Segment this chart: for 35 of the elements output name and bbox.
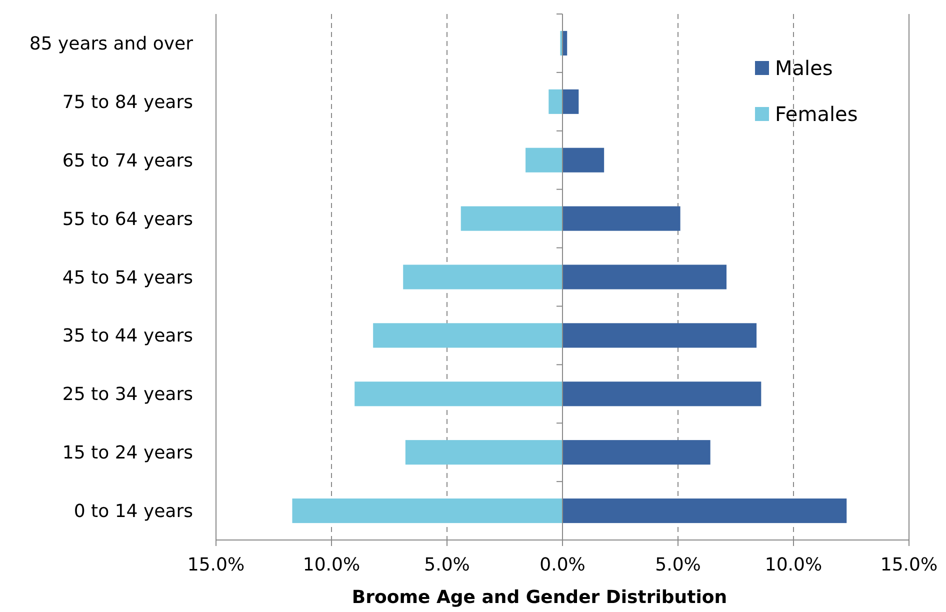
x-tick-label: 15.0% [187, 554, 245, 576]
bar [548, 89, 562, 114]
legend-label: Males [775, 56, 833, 80]
x-tick-label: 5.0% [655, 554, 701, 576]
y-tick-label: 15 to 24 years [62, 442, 193, 464]
bar [562, 323, 757, 348]
bar [373, 323, 562, 348]
bar [562, 264, 727, 290]
x-tick-label: 5.0% [424, 554, 470, 576]
y-tick-label: 75 to 84 years [62, 92, 193, 113]
y-tick-label: 45 to 54 years [62, 267, 193, 288]
y-tick-label: 85 years and over [29, 34, 194, 55]
x-tick-label: 10.0% [764, 554, 822, 576]
y-tick-label: 65 to 74 years [62, 150, 193, 172]
legend-label: Females [775, 102, 858, 126]
bar [562, 148, 604, 172]
y-tick-label: 25 to 34 years [62, 384, 193, 406]
bar [405, 440, 562, 465]
bar [403, 264, 562, 290]
bar [526, 148, 562, 172]
y-tick-label: 0 to 14 years [74, 501, 193, 522]
bar [460, 206, 562, 231]
y-tick-label: 35 to 44 years [62, 326, 193, 347]
text: Broome Age and Gender Distribution [352, 587, 728, 608]
x-tick-label: 15.0% [880, 554, 938, 576]
bar [562, 440, 710, 465]
bar [292, 498, 562, 524]
x-tick-label: 0.0% [540, 554, 586, 576]
x-tick-label: 10.0% [302, 554, 360, 576]
bar [562, 89, 579, 114]
bar [562, 206, 680, 231]
bar [562, 382, 762, 406]
bar [562, 498, 847, 524]
y-tick-label: 55 to 64 years [62, 208, 193, 230]
bar [354, 382, 562, 406]
